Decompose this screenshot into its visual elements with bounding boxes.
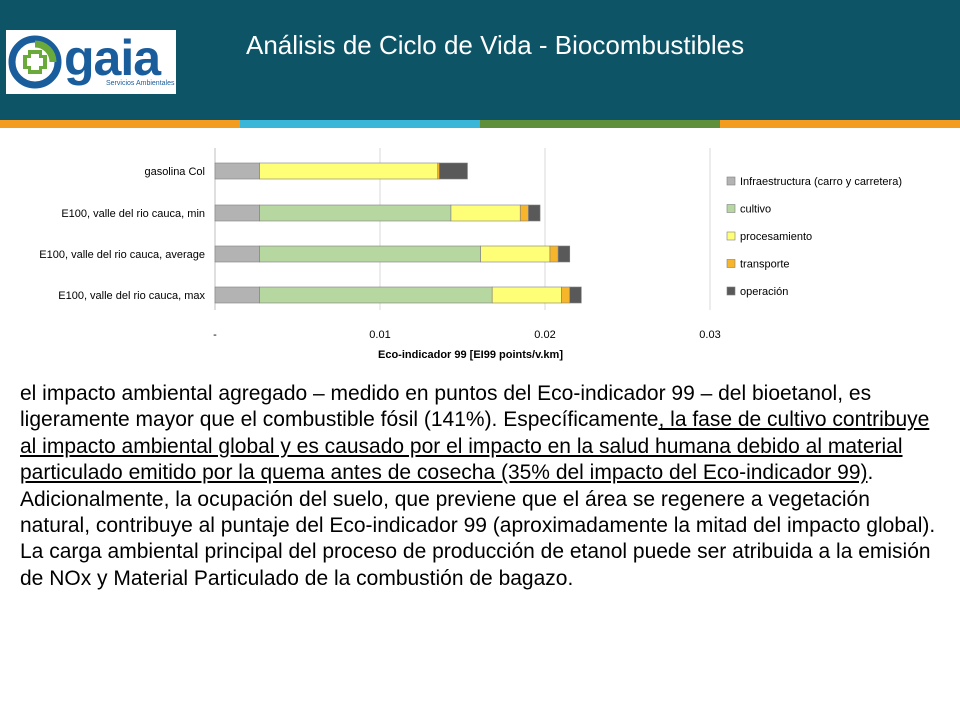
gaia-logo: gaia Servicios Ambientales [6,30,176,94]
bar-1-1 [259,204,452,222]
bar-1-2 [450,204,521,222]
legend-label-0: Infraestructura (carro y carretera) [740,176,902,188]
legend-swatch-1 [726,204,736,213]
bar-0-2 [259,162,439,180]
bar-2-1 [259,245,481,263]
bar-2-2 [480,245,551,263]
bar-1-4 [528,204,541,222]
legend-swatch-4 [726,286,736,296]
body-paragraph: el impacto ambiental agregado – medido e… [20,381,945,592]
bar-2-0 [214,245,260,263]
bar-2-3 [549,245,559,263]
legend-label-3: transporte [740,259,790,271]
tick-label-2: 0.02 [534,329,555,341]
header-bar: gaia Servicios Ambientales Análisis de C… [0,0,960,120]
x-axis-title: Eco-indicador 99 [EI99 points/v.km] [378,349,563,361]
bar-3-4 [569,286,582,304]
bar-0-0 [214,162,260,180]
logo-wordmark: gaia [64,30,161,86]
bar-2-4 [557,245,571,263]
logo-subtitle: Servicios Ambientales [106,80,175,87]
stacked-bar-chart: gasolina Col E100, valle del rio cauca, m… [39,148,902,361]
bar-3-1 [259,286,493,304]
bar-0-4 [439,162,468,180]
legend-swatch-3 [726,259,736,268]
category-label-1: E100, valle del rio cauca, min [61,208,205,220]
tick-label-1: 0.01 [369,329,390,341]
legend-label-2: procesamiento [740,231,812,243]
bar-1-0 [214,204,260,222]
body-text-underlined: , la fase de cultivo contribuye al impac… [20,408,930,485]
category-label-3: E100, valle del rio cauca, max [58,290,205,302]
legend-swatch-2 [726,231,736,241]
bar-3-3 [561,286,571,304]
body-text-1: el impacto ambiental agregado – medido e… [20,382,872,432]
tick-label-0: - [213,329,217,341]
bar-3-0 [214,286,260,304]
category-label-0: gasolina Col [144,166,205,178]
bar-3-2 [491,286,562,304]
body-text-2: . Adicionalmente, la ocupación del suelo… [20,461,936,590]
stripe-blue [240,120,480,128]
bar-1-3 [519,204,529,222]
stripe-orange [0,120,240,128]
legend-label-1: cultivo [740,204,771,216]
category-label-2: E100, valle del rio cauca, average [39,249,205,261]
legend-swatch-0 [726,176,736,186]
legend-label-4: operación [740,286,788,298]
logo-cross-icon [8,35,62,89]
stripe-green [480,120,720,128]
page-title: Análisis de Ciclo de Vida - Biocombustib… [246,30,745,60]
stripe-orange-2 [720,120,960,128]
tick-label-3: 0.03 [699,329,720,341]
